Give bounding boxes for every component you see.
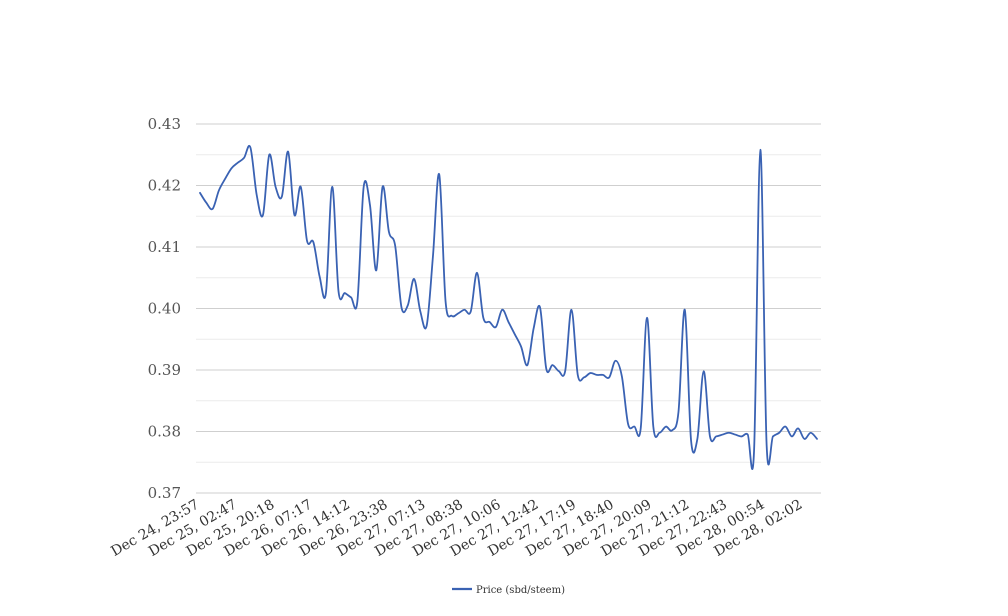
y-tick-label: 0.42 — [148, 177, 181, 195]
series-lines — [199, 145, 818, 470]
y-tick-label: 0.38 — [148, 423, 181, 441]
y-tick-label: 0.40 — [148, 300, 181, 318]
legend-label-price: Price (sbd/steem) — [476, 585, 565, 596]
y-tick-label: 0.37 — [148, 484, 181, 502]
y-tick-label: 0.39 — [148, 361, 181, 379]
y-axis-tick-labels: 0.37 0.38 0.39 0.40 0.41 0.42 0.43 — [148, 115, 181, 502]
legend: Price (sbd/steem) — [452, 585, 565, 596]
y-tick-label: 0.43 — [148, 115, 181, 133]
grid-lines — [196, 123, 821, 494]
y-tick-label: 0.41 — [148, 238, 181, 256]
series-line-price — [199, 145, 818, 470]
